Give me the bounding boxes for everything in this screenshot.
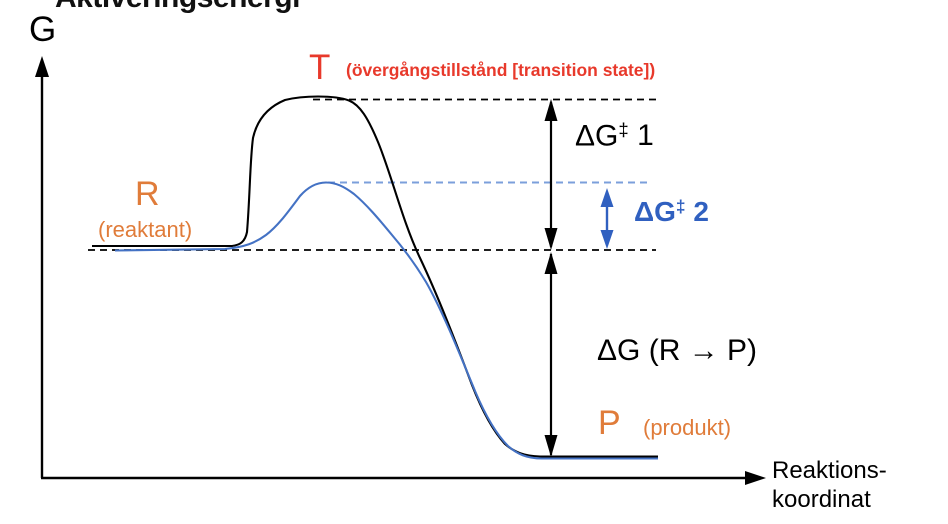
catalyzed-energy-curve xyxy=(114,181,658,460)
x-axis-label: Reaktions- koordinat xyxy=(772,456,887,515)
activation-energy-2-label: ΔG‡ 2 xyxy=(634,197,709,226)
dg2-prefix: ΔG xyxy=(634,196,676,227)
dg2-number: 2 xyxy=(693,196,709,227)
transition-state-description: (övergångstillstånd [transition state]) xyxy=(346,60,656,80)
activation-energy-1-label: ΔG‡ 1 xyxy=(575,120,654,152)
dg1-number: 1 xyxy=(637,119,654,153)
dg1-arrow-up-head-icon xyxy=(544,99,558,121)
x-axis-arrowhead-icon xyxy=(745,471,766,485)
y-axis-arrowhead-icon xyxy=(35,56,49,77)
dg2-arrow-down-head-icon xyxy=(600,230,614,249)
transition-state-symbol: T xyxy=(309,48,331,87)
dg1-prefix: ΔG xyxy=(575,119,619,153)
dg1-double-dagger: ‡ xyxy=(618,119,629,140)
reactant-description: (reaktant) xyxy=(98,217,193,242)
reactant-symbol: R xyxy=(135,175,160,213)
product-description: (produkt) xyxy=(643,415,732,440)
dg1-arrow-down-head-icon xyxy=(544,228,558,250)
product-symbol: P xyxy=(598,404,621,442)
reaction-free-energy-label: ΔG (R → P) xyxy=(597,334,758,367)
x-axis-label-line2: koordinat xyxy=(772,486,871,514)
dg2-double-dagger: ‡ xyxy=(675,196,686,217)
y-axis-label: G xyxy=(29,10,57,49)
dg2-arrow-up-head-icon xyxy=(600,188,614,207)
x-axis-label-line1: Reaktions- xyxy=(772,457,887,484)
uncatalyzed-energy-curve xyxy=(92,95,658,458)
slide-title-cropped: Aktiveringsenergi xyxy=(55,0,300,14)
dgrp-arrow-down-head-icon xyxy=(544,435,558,457)
dgrp-arrow-up-head-icon xyxy=(544,252,558,274)
